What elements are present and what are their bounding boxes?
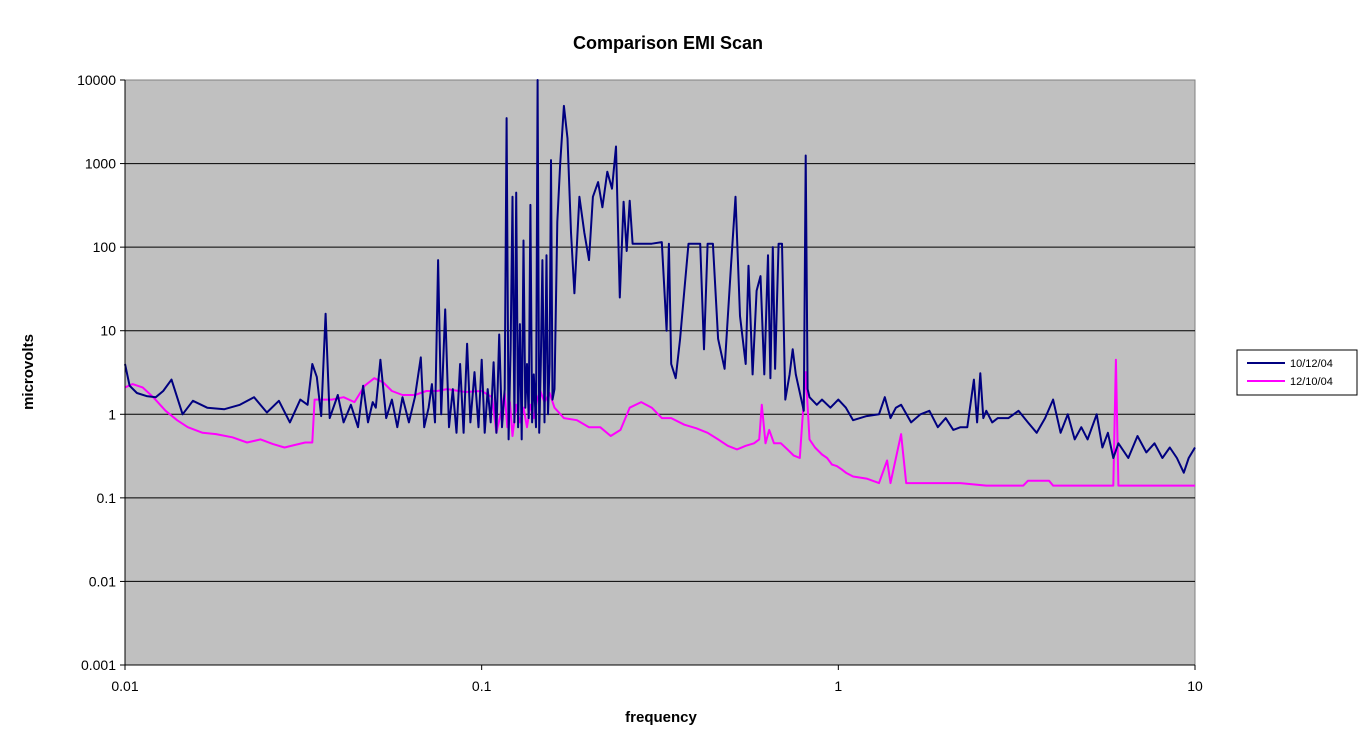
y-axis-ticks: 10000 1000 100 10 1 0.1 0.01 0.001 (77, 72, 125, 673)
x-tick-label-0.1: 0.1 (472, 678, 492, 694)
x-tick-label-10: 10 (1187, 678, 1203, 694)
y-tick-label-100: 100 (93, 239, 117, 255)
series-line-2 (124, 358, 1195, 487)
y-tick-label-0.01: 0.01 (89, 573, 116, 589)
x-tick-label-0.01: 0.01 (111, 678, 138, 694)
y-tick-label-0.1: 0.1 (97, 490, 117, 506)
legend-label-2: 12/10/04 (1290, 376, 1333, 388)
series-lines (124, 79, 1196, 487)
y-tick-label-1000: 1000 (85, 156, 116, 172)
x-tick-label-1: 1 (834, 678, 842, 694)
legend-label-1: 10/12/04 (1290, 358, 1333, 370)
y-tick-label-10000: 10000 (77, 72, 116, 88)
x-axis-ticks: 0.01 0.1 1 10 (111, 665, 1203, 694)
legend-box (1236, 349, 1358, 396)
legend-items: 10/12/04 12/10/04 (1247, 358, 1333, 388)
x-axis-label: frequency (625, 709, 697, 726)
y-tick-label-1: 1 (108, 406, 116, 422)
y-tick-label-10: 10 (100, 323, 116, 339)
y-tick-label-0.001: 0.001 (81, 657, 116, 673)
grid-lines (125, 163, 1195, 582)
legend: 10/12/04 12/10/04 (1236, 349, 1358, 396)
plot-area (124, 79, 1196, 666)
series-line-1 (124, 79, 1196, 474)
y-axis-label: microvolts (20, 334, 37, 410)
chart-title: Comparison EMI Scan (573, 33, 763, 53)
